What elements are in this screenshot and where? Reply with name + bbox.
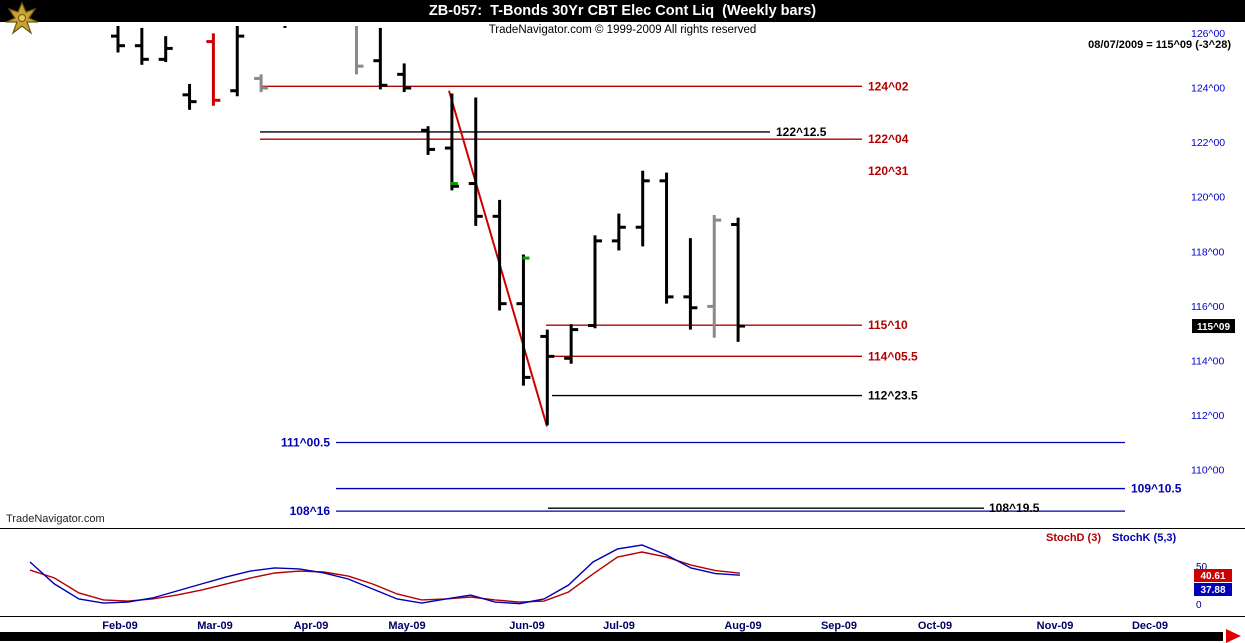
month-label-Jun-09: Jun-09 — [509, 620, 544, 632]
month-label-Sep-09: Sep-09 — [821, 620, 857, 632]
month-label-Mar-09: Mar-09 — [197, 620, 232, 632]
month-label-Feb-09: Feb-09 — [102, 620, 137, 632]
price-level-label-122^04: 122^04 — [868, 132, 909, 146]
month-label-Oct-09: Oct-09 — [918, 620, 952, 632]
stoch-value-badge: 37.88 — [1200, 585, 1225, 596]
price-axis-label: 120^00 — [1191, 192, 1225, 204]
price-level-label-120^31: 120^31 — [868, 164, 909, 178]
month-label-May-09: May-09 — [388, 620, 425, 632]
stoch-axis-label: 0 — [1196, 600, 1202, 611]
price-axis-label: 122^00 — [1191, 137, 1225, 149]
price-axis-label: 116^00 — [1191, 301, 1225, 313]
price-axis-label: 114^00 — [1191, 356, 1225, 368]
trade-navigator-logo-icon — [3, 1, 41, 37]
price-level-label-111^00.5: 111^00.5 — [281, 435, 330, 449]
price-axis-label: 118^00 — [1191, 246, 1225, 258]
last-price-badge: 115^09 — [1197, 322, 1231, 333]
watermark: TradeNavigator.com — [6, 513, 105, 525]
price-level-label-114^05.5: 114^05.5 — [868, 349, 918, 363]
price-level-label-108^19.5: 108^19.5 — [989, 501, 1040, 515]
scroll-right-arrow-icon[interactable] — [1226, 629, 1241, 643]
chart-title: ZB-057: T-Bonds 30Yr CBT Elec Cont Liq (… — [428, 3, 817, 19]
stoch-value-badge-bg — [1194, 569, 1232, 582]
month-label-Jul-09: Jul-09 — [603, 620, 635, 632]
last-quote-info: 08/07/2009 = 115^09 (-3^28) — [1088, 39, 1231, 51]
stoch-k-legend: StochK (5,3) — [1112, 532, 1177, 544]
month-label-Dec-09: Dec-09 — [1132, 620, 1168, 632]
month-label-Aug-09: Aug-09 — [724, 620, 761, 632]
stoch-axis-label: 50 — [1196, 562, 1208, 573]
price-level-label-108^16: 108^16 — [290, 504, 331, 518]
price-level-label-112^23.5: 112^23.5 — [868, 389, 918, 403]
price-level-label-122^12.5: 122^12.5 — [776, 125, 827, 139]
title-bar: ZB-057: T-Bonds 30Yr CBT Elec Cont Liq (… — [0, 0, 1245, 22]
last-price-badge-bg — [1192, 319, 1235, 334]
stoch-d-legend: StochD (3) — [1046, 532, 1101, 544]
month-label-Apr-09: Apr-09 — [294, 620, 329, 632]
copyright-line: TradeNavigator.com © 1999-2009 All right… — [488, 24, 757, 36]
horizontal-scrollbar[interactable] — [0, 632, 1223, 641]
price-axis-label: 110^00 — [1191, 465, 1225, 477]
stoch-value-badge-bg — [1194, 583, 1232, 596]
stoch-k-line — [29, 544, 740, 605]
price-level-label-115^10: 115^10 — [868, 318, 908, 332]
price-axis-label: 124^00 — [1191, 83, 1225, 95]
price-level-label-124^02: 124^02 — [868, 79, 909, 93]
down-trendline[interactable] — [448, 90, 548, 427]
stoch-value-badge: 40.61 — [1200, 571, 1225, 582]
price-level-label-109^10.5: 109^10.5 — [1131, 482, 1182, 496]
month-label-Nov-09: Nov-09 — [1037, 620, 1074, 632]
price-axis-label: 112^00 — [1191, 410, 1225, 422]
price-axis-label: 126^00 — [1191, 28, 1225, 40]
